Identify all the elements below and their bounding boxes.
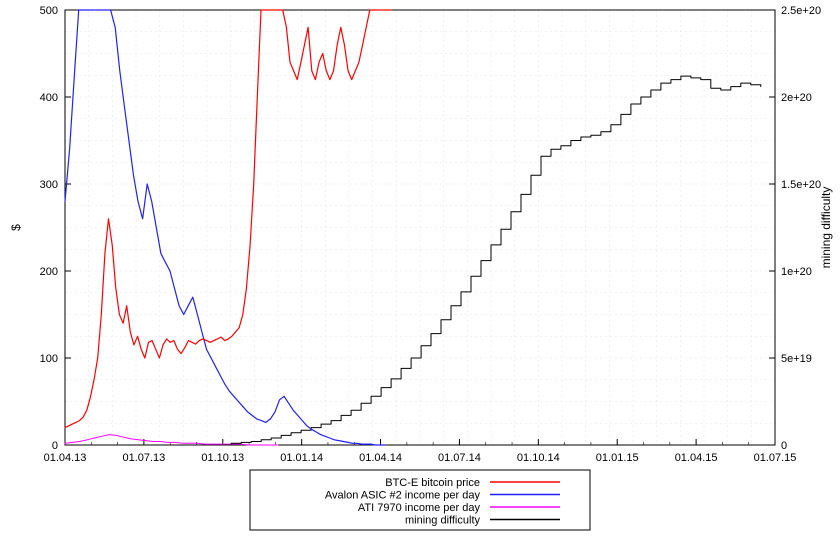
x-tick-label: 01.04.13 — [44, 452, 87, 464]
y-right-tick-label: 1e+20 — [781, 266, 812, 278]
legend-label: ATI 7970 income per day — [358, 502, 481, 514]
x-tick-label: 01.07.14 — [438, 452, 481, 464]
x-tick-label: 01.01.14 — [280, 452, 323, 464]
x-tick-label: 01.07.13 — [122, 452, 165, 464]
y-right-axis: 0 5e+19 1e+20 1.5e+20 2e+20 2.5e+20 — [769, 5, 821, 452]
chart-frame: 0 100 200 300 400 500 $0 5e+19 1e+20 1.5e+20 2e+20… — [0, 0, 840, 560]
grid — [65, 10, 775, 445]
y-left-tick-label: 400 — [40, 92, 58, 104]
series-ati — [65, 435, 278, 445]
legend-label: BTC-E bitcoin price — [385, 477, 480, 489]
x-tick-label: 01.04.15 — [675, 452, 718, 464]
y-right-title: mining difficulty — [819, 187, 833, 269]
series-btc-price — [65, 10, 392, 428]
legend-label: mining difficulty — [405, 515, 480, 527]
y-left-title: $ — [9, 224, 23, 231]
y-right-tick-label: 2.5e+20 — [781, 5, 821, 17]
x-tick-label: 01.04.14 — [359, 452, 402, 464]
y-left-tick-label: 0 — [52, 440, 58, 452]
x-tick-label: 01.10.13 — [201, 452, 244, 464]
y-right-tick-label: 2e+20 — [781, 92, 812, 104]
legend-label: Avalon ASIC #2 income per day — [325, 490, 481, 502]
y-left-tick-label: 500 — [40, 5, 58, 17]
x-tick-label: 01.01.15 — [596, 452, 639, 464]
y-left-tick-label: 300 — [40, 179, 58, 191]
y-left-tick-label: 200 — [40, 266, 58, 278]
y-left-tick-label: 100 — [40, 353, 58, 365]
y-right-tick-label: 5e+19 — [781, 353, 812, 365]
chart-svg: 0 100 200 300 400 500 $0 5e+19 1e+20 1.5e+20 2e+20… — [0, 0, 840, 560]
y-right-tick-label: 1.5e+20 — [781, 179, 821, 191]
y-right-tick-label: 0 — [781, 440, 787, 452]
x-axis: 01.04.13 01.07.13 01.10.13 01.01.14 01.04.14… — [44, 439, 797, 464]
x-tick-label: 01.10.14 — [517, 452, 560, 464]
x-tick-label: 01.07.15 — [754, 452, 797, 464]
y-left-axis: 0 100 200 300 400 500 — [40, 5, 71, 452]
legend: BTC-E bitcoin priceAvalon ASIC #2 income… — [250, 470, 590, 530]
